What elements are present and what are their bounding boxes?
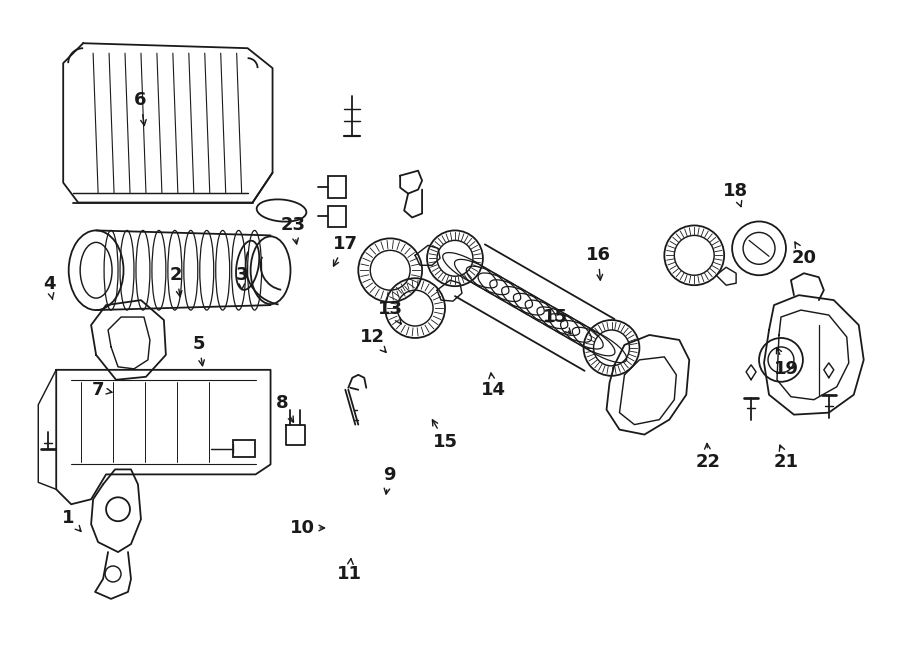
Bar (328, 176, 346, 198)
Text: 4: 4 (42, 276, 55, 299)
Text: 20: 20 (792, 242, 817, 267)
Text: 21: 21 (774, 445, 799, 471)
Text: 3: 3 (236, 266, 248, 290)
Bar (328, 206, 346, 227)
Text: 7: 7 (92, 381, 112, 399)
Text: 19: 19 (774, 348, 799, 377)
Text: 9: 9 (382, 466, 395, 494)
Text: 15: 15 (432, 420, 458, 451)
Text: 5: 5 (193, 334, 205, 366)
Text: 1: 1 (62, 509, 81, 531)
Text: 13: 13 (378, 301, 403, 324)
Text: 23: 23 (281, 216, 305, 244)
Text: 2: 2 (170, 266, 183, 297)
Text: 18: 18 (723, 182, 748, 207)
Text: 6: 6 (134, 91, 147, 126)
Bar (233, 440, 255, 457)
Text: 11: 11 (337, 559, 362, 583)
Text: 17: 17 (332, 235, 357, 266)
Text: 22: 22 (696, 444, 721, 471)
Text: 12: 12 (359, 328, 386, 352)
Text: 14: 14 (481, 373, 506, 399)
Text: 16: 16 (586, 246, 610, 280)
Text: 15: 15 (544, 308, 571, 334)
Text: 8: 8 (276, 394, 293, 422)
Text: 10: 10 (290, 519, 325, 537)
